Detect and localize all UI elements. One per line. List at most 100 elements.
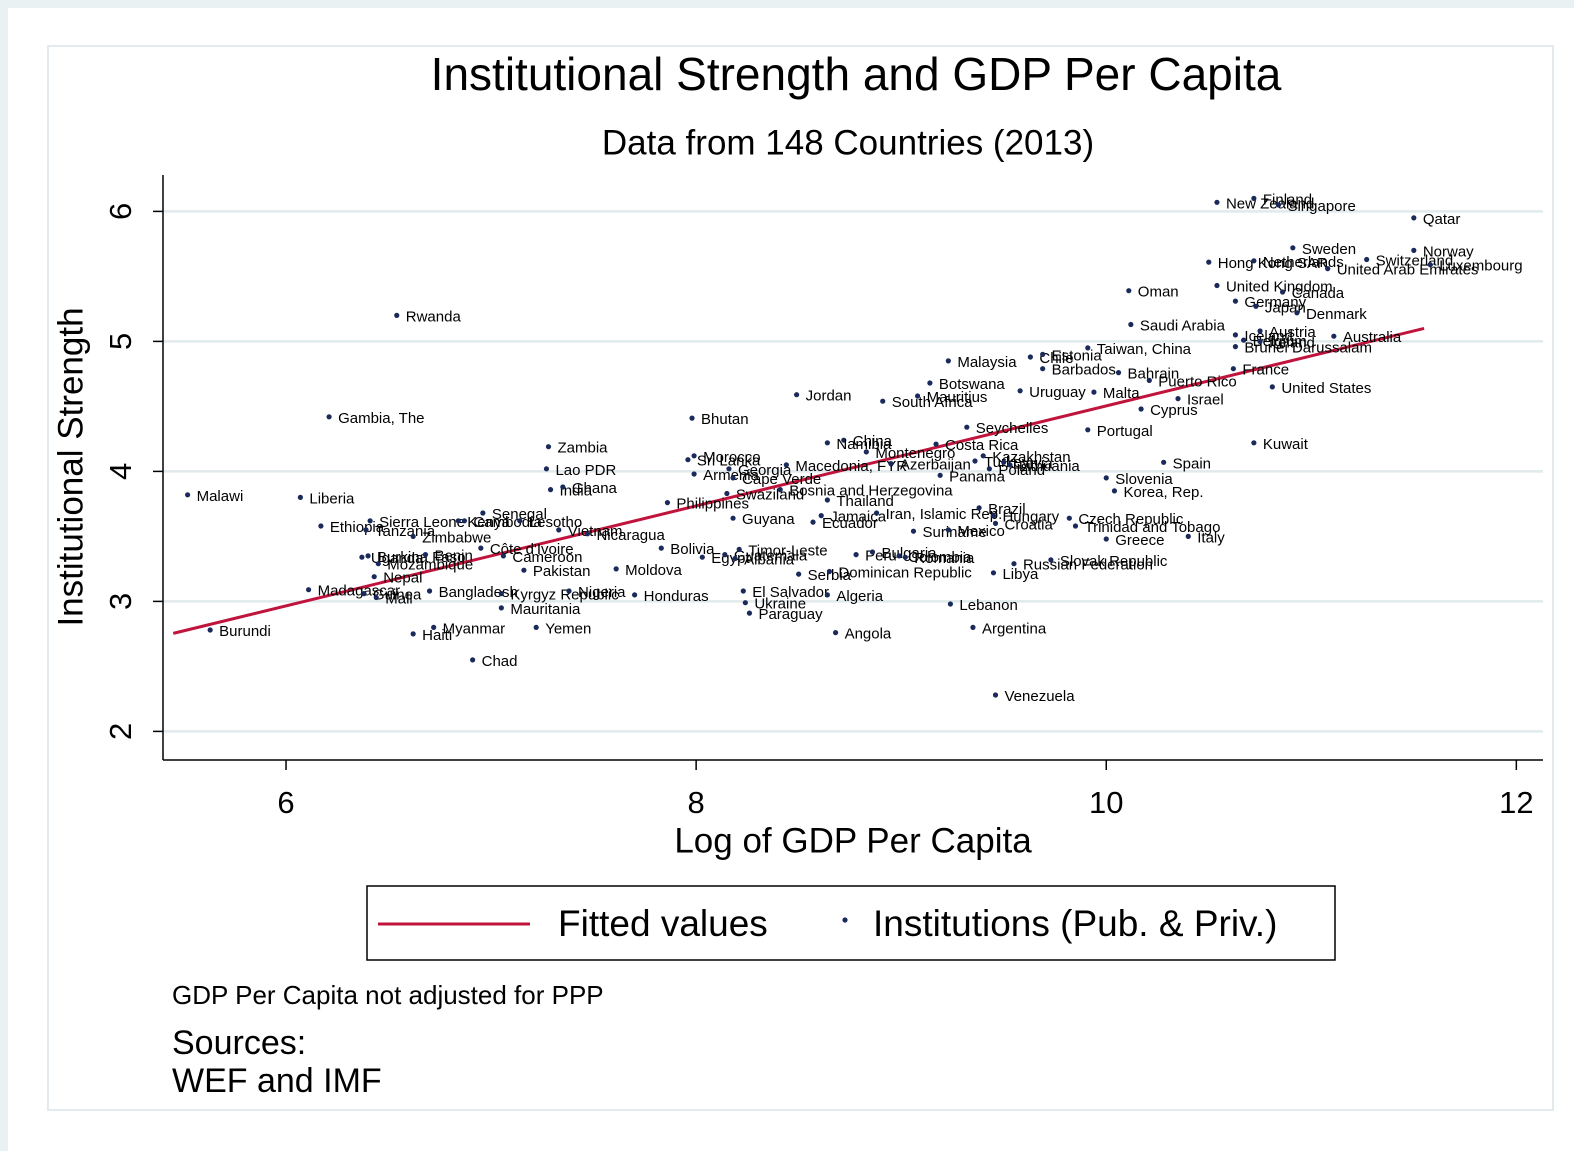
point-label: Austria <box>1269 324 1316 341</box>
point-label: France <box>1242 362 1289 379</box>
point-label: Mexico <box>957 523 1005 540</box>
point <box>945 358 951 364</box>
point <box>1126 288 1132 294</box>
point <box>410 533 416 540</box>
point <box>824 440 830 446</box>
point <box>1325 266 1331 272</box>
point <box>1066 515 1072 521</box>
point-label: Puerto Rico <box>1158 373 1236 390</box>
point-label: Bolivia <box>670 541 715 558</box>
point-label: Dominican Republic <box>838 564 972 581</box>
point-label: Zimbabwe <box>422 529 491 546</box>
point-label: Saudi Arabia <box>1140 317 1226 334</box>
point <box>1072 523 1079 529</box>
point <box>927 380 933 386</box>
point-label: Estonia <box>1052 347 1103 364</box>
point <box>1411 215 1417 221</box>
point <box>945 527 951 533</box>
point <box>426 588 433 594</box>
point-label: Sweden <box>1302 241 1356 258</box>
point <box>297 494 303 500</box>
point-label: Jordan <box>806 388 852 405</box>
point <box>547 487 554 493</box>
point <box>1331 333 1337 339</box>
point-label: Cyprus <box>1150 402 1198 419</box>
point-label: Bahrain <box>1128 366 1180 383</box>
point <box>1027 354 1033 360</box>
point-label: Hungary <box>1002 509 1059 526</box>
point-label: Hong Kong SAR <box>1218 255 1328 272</box>
point <box>1290 245 1296 251</box>
point-label: Kazakhstan <box>992 449 1070 466</box>
y-tick-label: 4 <box>103 463 138 480</box>
y-tick-label: 5 <box>103 333 138 350</box>
point-label: Latvia <box>1013 455 1054 472</box>
point <box>545 444 552 450</box>
point-label: Switzerland <box>1376 252 1454 269</box>
point <box>689 415 695 421</box>
point <box>722 552 728 558</box>
point <box>777 487 783 493</box>
point-label: Egypt <box>711 550 750 567</box>
point <box>1269 384 1275 390</box>
point-label: Yemen <box>545 620 591 637</box>
point-label: China <box>853 433 893 450</box>
point <box>832 630 839 636</box>
legend-label: Fitted values <box>558 903 768 944</box>
point-label: Bhutan <box>701 411 749 428</box>
point-label: Singapore <box>1287 198 1355 215</box>
point-label: Jamaica <box>830 509 887 526</box>
point-label: Guatemala <box>734 548 808 565</box>
point <box>933 441 939 447</box>
point-label: Côte d'Ivoire <box>490 541 574 558</box>
point-label: Norway <box>1423 243 1474 260</box>
point-label: Uganda <box>371 550 424 567</box>
point <box>500 553 506 559</box>
point-label: Cape Verde <box>742 471 821 488</box>
point-label: Burkina Faso <box>377 549 465 566</box>
point <box>1232 344 1239 350</box>
point-label: Albania <box>744 551 795 568</box>
point <box>818 513 824 519</box>
point <box>783 462 789 468</box>
point-label: Slovak Republic <box>1060 553 1168 570</box>
point-label: Spain <box>1173 455 1211 472</box>
point <box>724 490 730 497</box>
point <box>1007 462 1013 468</box>
point <box>1230 366 1236 372</box>
point <box>742 600 748 606</box>
point-label: Israel <box>1187 392 1224 409</box>
point-label: Kuwait <box>1263 436 1309 453</box>
point <box>367 518 373 524</box>
point <box>318 523 324 529</box>
point-label: Pakistan <box>533 563 591 580</box>
y-tick-label: 3 <box>103 593 138 610</box>
point-label: Malaysia <box>957 354 1017 371</box>
point-label: Botswana <box>939 376 1006 393</box>
point <box>566 588 572 594</box>
point-label: Angola <box>845 626 892 643</box>
point <box>1040 366 1046 372</box>
point <box>873 510 880 516</box>
point-label: India <box>560 483 593 500</box>
point-label: Brunei Darussalam <box>1244 340 1372 357</box>
point-label: Myanmar <box>443 620 506 637</box>
point <box>992 692 999 698</box>
point-label: Ireland <box>1269 334 1315 351</box>
point <box>691 453 697 459</box>
point <box>914 393 921 399</box>
point-label: Kyrgyz Republic <box>510 587 619 604</box>
point <box>937 472 943 478</box>
point-label: Cambodia <box>473 514 542 531</box>
point <box>584 531 591 537</box>
point-label: Australia <box>1343 329 1402 346</box>
point-label: United States <box>1281 380 1371 397</box>
point <box>185 492 191 498</box>
point-label: Iran, Islamic Rep. <box>886 506 1003 523</box>
point-label: Sierra Leone <box>379 514 465 531</box>
point-label: Nepal <box>383 570 422 587</box>
point <box>1214 199 1220 205</box>
point <box>1251 440 1257 446</box>
point <box>1241 337 1247 343</box>
point <box>880 398 886 404</box>
